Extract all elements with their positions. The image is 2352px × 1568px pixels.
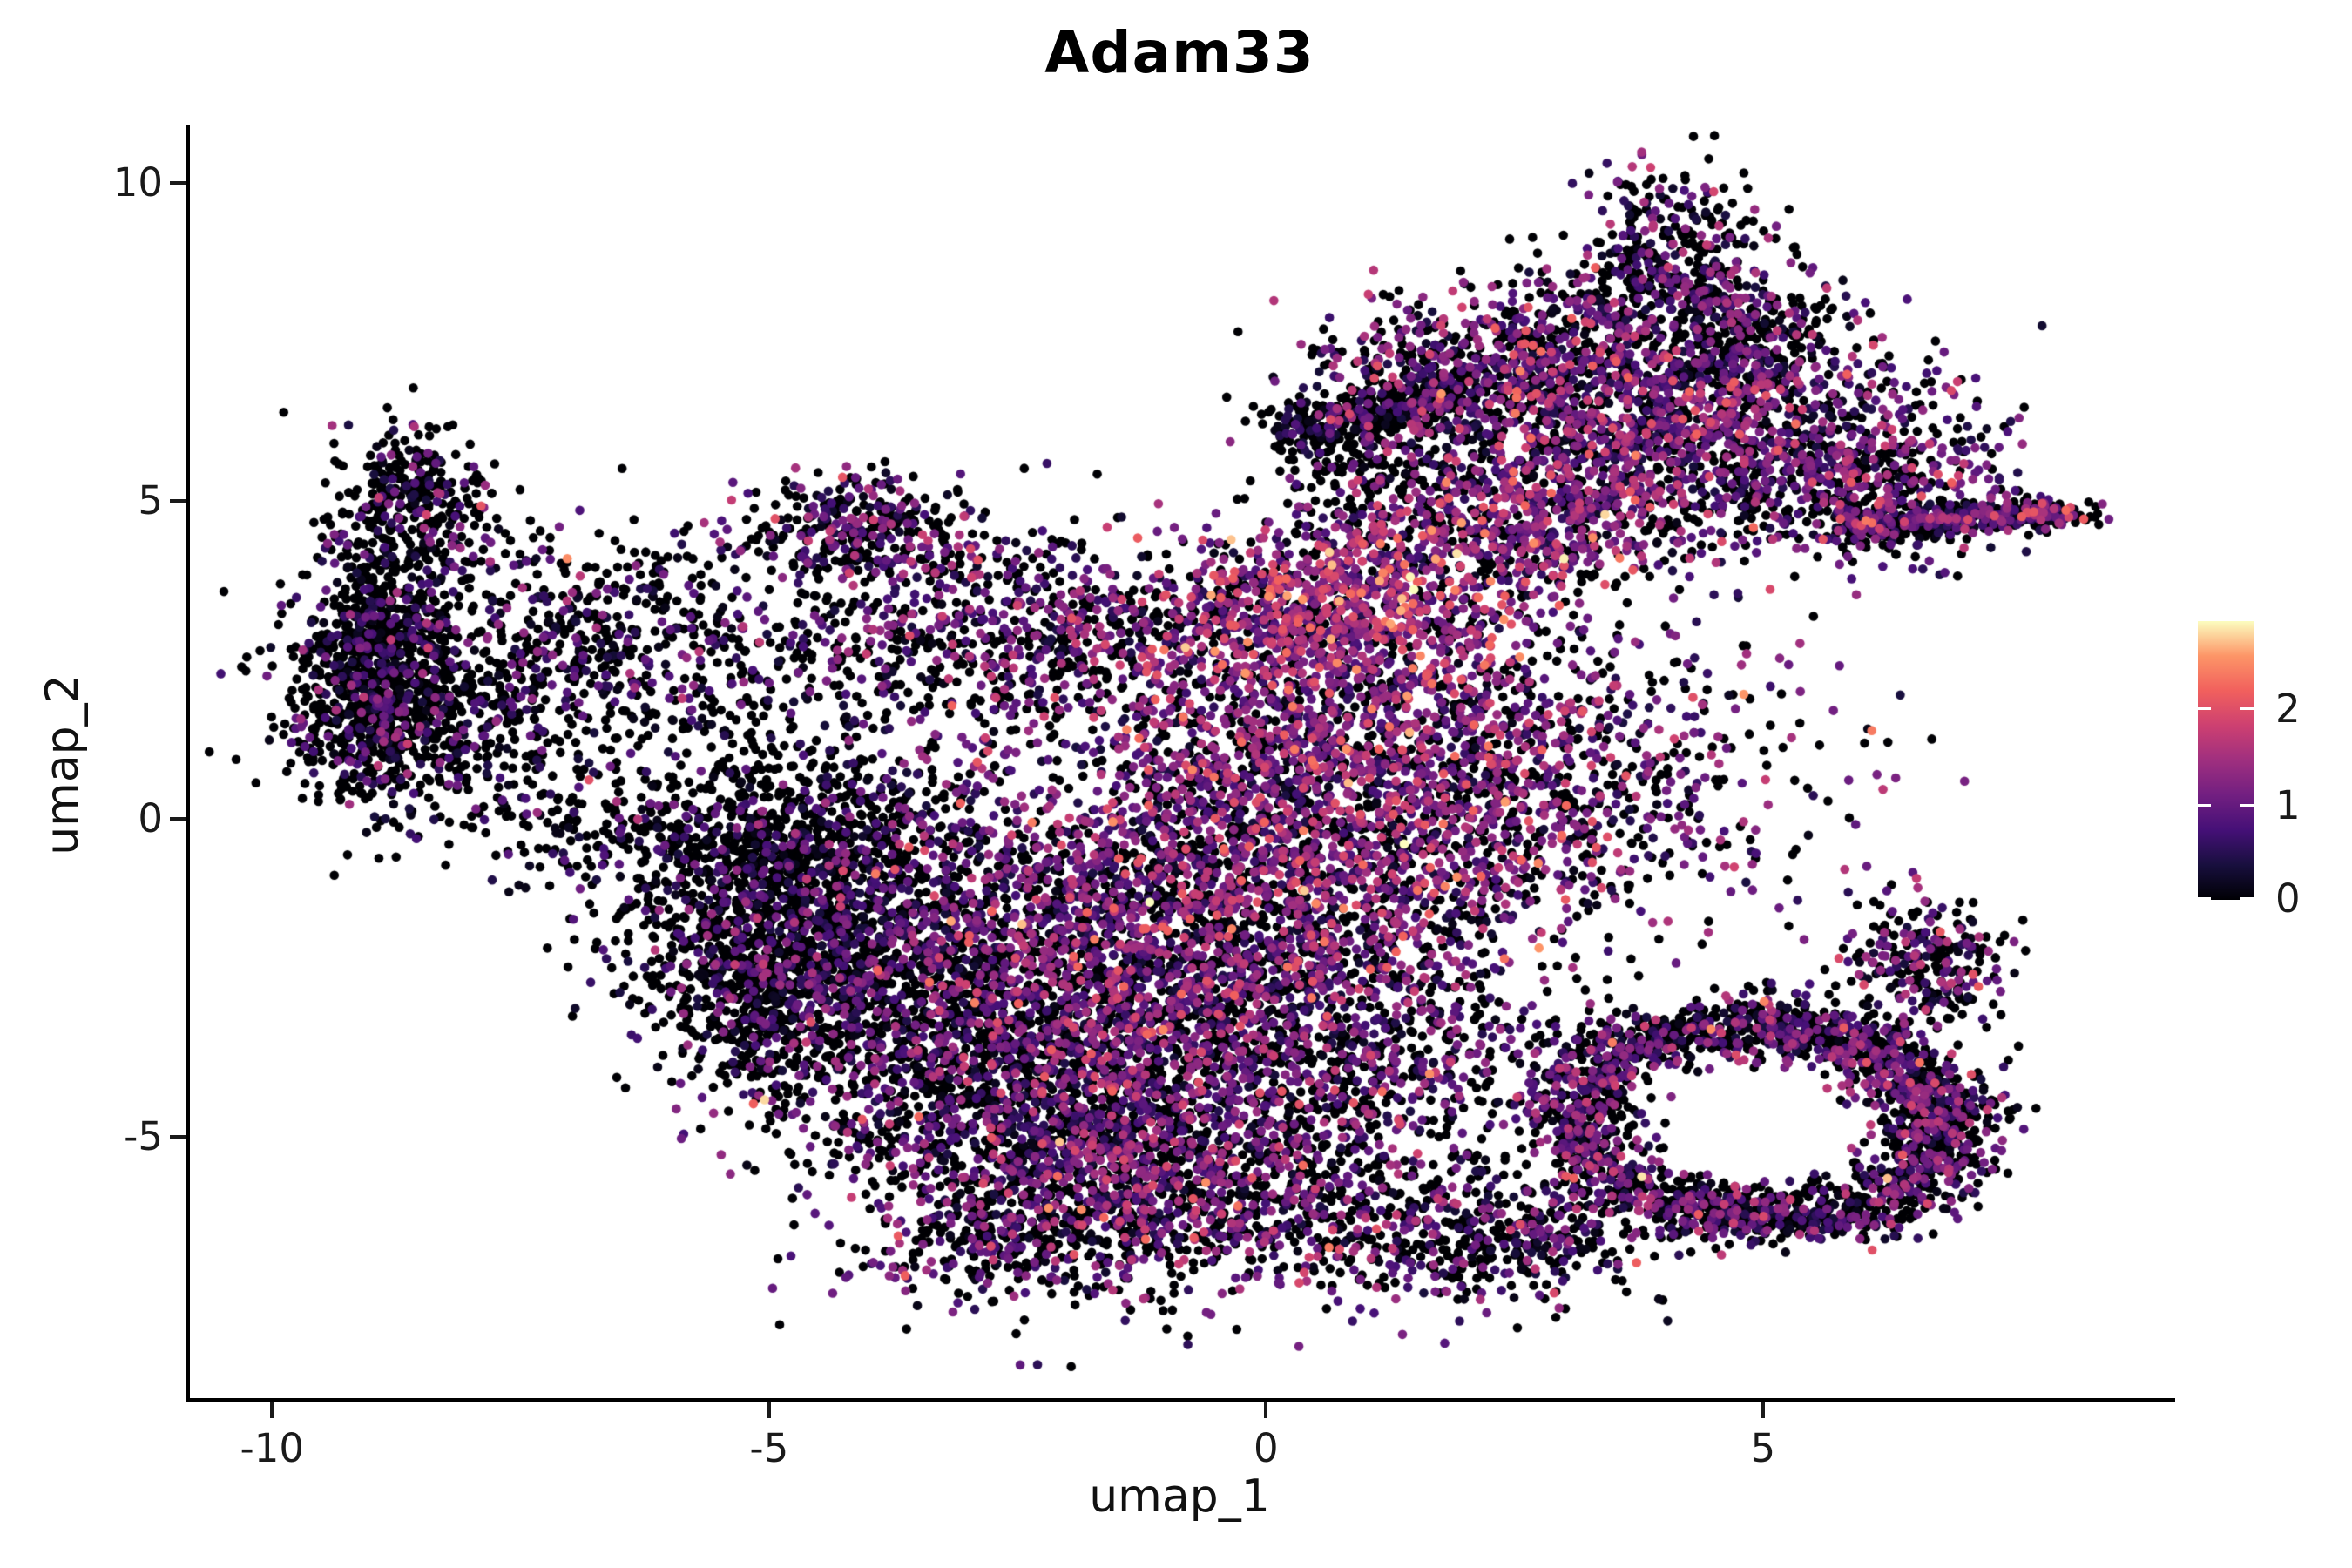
x-tick-mark <box>767 1402 771 1418</box>
x-tick-label: -5 <box>749 1425 789 1471</box>
x-tick-label: -10 <box>240 1425 305 1471</box>
y-tick-label: 5 <box>138 477 163 524</box>
colorbar-tick-mark <box>2240 707 2254 711</box>
colorbar-tick-mark <box>2198 803 2211 807</box>
y-tick-mark <box>170 499 186 504</box>
colorbar-legend <box>2198 621 2254 900</box>
y-tick-mark <box>170 181 186 186</box>
y-tick-label: 0 <box>138 795 163 842</box>
colorbar-tick-mark <box>2240 897 2254 900</box>
colorbar-gradient <box>2198 621 2254 900</box>
chart-title: Adam33 <box>1044 19 1315 86</box>
x-tick-mark <box>1264 1402 1268 1418</box>
colorbar-tick-label: 2 <box>2275 686 2301 733</box>
x-axis-line <box>186 1398 2175 1402</box>
colorbar-tick-mark <box>2198 707 2211 711</box>
y-tick-label: -5 <box>124 1113 163 1159</box>
y-axis-title: umap_2 <box>37 674 89 855</box>
x-tick-label: 5 <box>1750 1425 1776 1471</box>
colorbar-tick-mark <box>2240 803 2254 807</box>
y-tick-mark <box>170 817 186 821</box>
y-tick-label: 10 <box>112 159 163 206</box>
colorbar-tick-label: 0 <box>2275 875 2301 922</box>
colorbar-tick-mark <box>2198 897 2211 900</box>
x-tick-mark <box>270 1402 274 1418</box>
x-tick-label: 0 <box>1253 1425 1279 1471</box>
x-axis-title: umap_1 <box>1089 1470 1270 1523</box>
colorbar-tick-label: 1 <box>2275 781 2301 828</box>
x-tick-mark <box>1761 1402 1765 1418</box>
y-axis-line <box>186 125 190 1402</box>
y-tick-mark <box>170 1135 186 1139</box>
